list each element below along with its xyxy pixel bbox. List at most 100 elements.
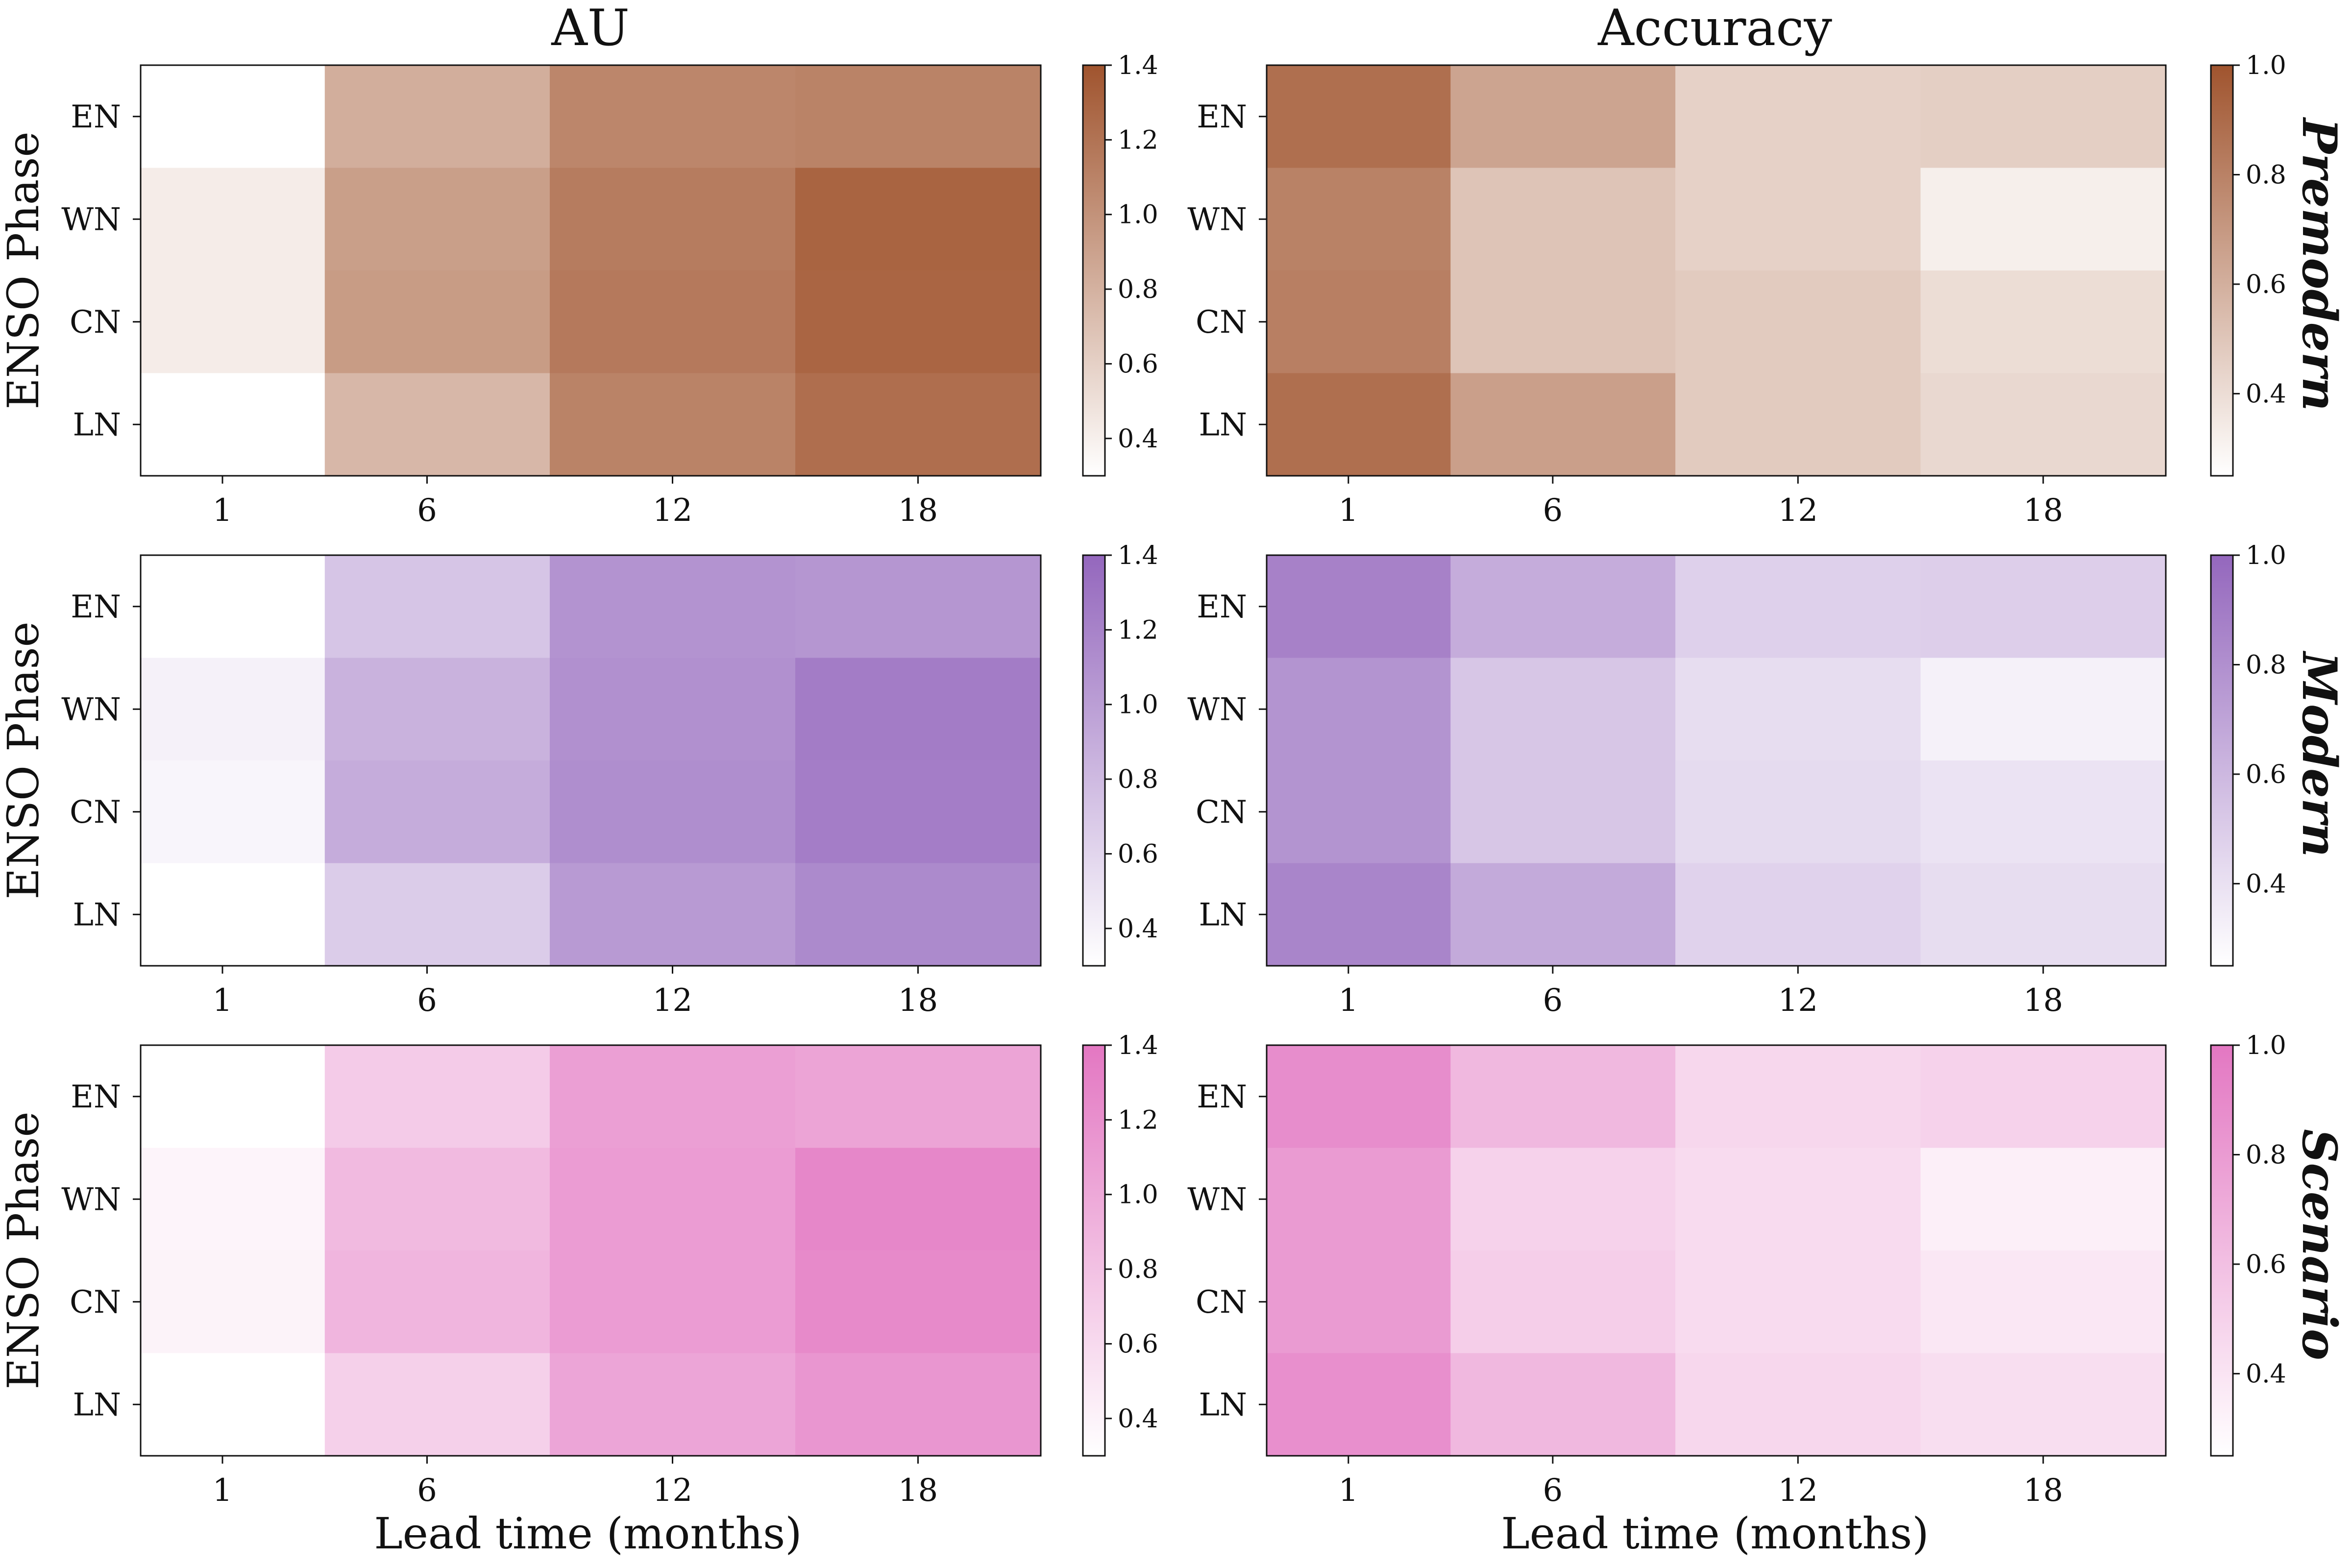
panel-premodern-au: 1 6 12 18 EN WN CN LN ENSO Phase 0.4 0.6 0.8 1.0 1.2 1… — [0, 51, 1158, 529]
colorbar-tick-label: 0.8 — [1118, 765, 1158, 794]
y-tick-label: WN — [61, 691, 121, 728]
heatmap-cell — [324, 373, 550, 476]
colorbar-tick-label: 1.0 — [2246, 51, 2286, 80]
heatmap-cell — [1920, 1250, 2166, 1354]
x-tick-label: 1 — [213, 492, 233, 529]
heatmap-cell — [1450, 658, 1676, 761]
heatmap-cell — [795, 863, 1041, 966]
heatmap-cell — [1267, 65, 1451, 169]
heatmap-cell — [550, 1148, 796, 1251]
heatmap-cell — [550, 1353, 796, 1456]
colorbar — [1082, 64, 1106, 477]
y-tick-label: EN — [71, 1079, 121, 1115]
colorbar-tick-label: 0.4 — [1118, 914, 1158, 944]
y-tick-label: CN — [70, 304, 121, 341]
y-tick-label: EN — [1197, 589, 1247, 625]
y-tick-label: CN — [1196, 794, 1247, 831]
row-label-modern: Modern — [2292, 651, 2347, 858]
colorbar — [2210, 554, 2234, 967]
heatmap-cell — [1675, 760, 1921, 864]
heatmap-cell — [1920, 168, 2166, 271]
colorbar-tick-label: 0.4 — [1118, 424, 1158, 454]
y-tick-label: WN — [1187, 691, 1247, 728]
heatmap-cell — [1675, 1353, 1921, 1456]
x-tick-label: 1 — [1338, 982, 1358, 1019]
row-label-premodern: Premodern — [2292, 117, 2347, 411]
x-axis-label-au: Lead time (months) — [374, 1508, 802, 1559]
colorbar-tick-label: 0.6 — [2246, 270, 2286, 299]
heatmap-cell — [1267, 270, 1451, 374]
panel-premodern-accuracy: 1 6 12 18 EN WN CN LN 0.4 0.6 0.8 1.0 — [1187, 51, 2286, 529]
heatmap-cell — [1920, 373, 2166, 476]
heatmap-cell — [1267, 1250, 1451, 1354]
heatmap-cell — [1450, 1148, 1676, 1251]
colorbar — [2210, 64, 2234, 477]
heatmap-cell — [1267, 1353, 1451, 1456]
colorbar-tick-label: 0.4 — [2246, 1359, 2286, 1389]
colorbar-tick-label: 0.8 — [1118, 275, 1158, 304]
heatmap-cell — [1267, 373, 1451, 476]
x-tick-label: 18 — [898, 492, 938, 529]
y-tick-label: EN — [1197, 1079, 1247, 1115]
x-tick-label: 12 — [1778, 492, 1818, 529]
heatmap-cell — [1450, 270, 1676, 374]
heatmap-cell — [1267, 168, 1451, 271]
y-tick-label: LN — [1199, 1387, 1248, 1423]
heatmap-cell — [1675, 168, 1921, 271]
heatmap-cell — [1675, 270, 1921, 374]
x-tick-label: 12 — [1778, 1472, 1818, 1509]
heatmap-panels: 1 6 12 18 EN WN CN LN ENSO Phase 0.4 0.6 0.8 1.0 1.2 1… — [0, 51, 2347, 1509]
x-tick-label: 1 — [213, 1472, 233, 1509]
x-tick-label: 18 — [898, 1472, 938, 1509]
colorbar-tick-label: 1.4 — [1118, 1031, 1158, 1060]
x-tick-label: 18 — [2023, 492, 2063, 529]
y-axis-label: ENSO Phase — [0, 621, 49, 899]
y-tick-label: LN — [73, 897, 122, 933]
heatmap-cell — [324, 863, 550, 966]
heatmap-cell — [795, 1353, 1041, 1456]
colorbar-tick-label: 0.6 — [2246, 1250, 2286, 1279]
heatmap-cell — [795, 168, 1041, 271]
heatmap-cell — [141, 1353, 325, 1456]
heatmap-cell — [795, 555, 1041, 659]
colorbar — [2210, 1044, 2234, 1457]
heatmap-cell — [1450, 1250, 1676, 1354]
heatmap-cell — [1920, 760, 2166, 864]
panel-modern-au: 1 6 12 18 EN WN CN LN ENSO Phase 0.4 0.6 0.8 1.0 1.2 1… — [0, 541, 1158, 1019]
panel-frame — [140, 1044, 1042, 1457]
colorbar — [1082, 554, 1106, 967]
colorbar-tick-label: 1.2 — [1118, 1105, 1158, 1135]
heatmap-cell — [1675, 555, 1921, 659]
y-tick-label: WN — [61, 1181, 121, 1218]
heatmap-cell — [141, 168, 325, 271]
heatmap-cell — [324, 1045, 550, 1149]
heatmap-cell — [795, 65, 1041, 169]
panel-frame — [140, 64, 1042, 477]
heatmap-cell — [550, 863, 796, 966]
heatmap-cell — [1450, 373, 1676, 476]
heatmap-cell — [1450, 1045, 1676, 1149]
heatmap-cell — [324, 658, 550, 761]
y-tick-label: EN — [71, 589, 121, 625]
heatmap-cell — [1267, 555, 1451, 659]
x-tick-label: 12 — [653, 492, 692, 529]
heatmap-cell — [141, 760, 325, 864]
heatmap-cell — [550, 658, 796, 761]
panel-frame — [1266, 64, 2167, 477]
colorbar-tick-label: 1.0 — [2246, 541, 2286, 570]
colorbar-tick-label: 1.0 — [1118, 690, 1158, 720]
panel-frame — [1266, 554, 2167, 967]
heatmap-cell — [1920, 1045, 2166, 1149]
heatmap-cell — [1450, 760, 1676, 864]
heatmap-cell — [550, 555, 796, 659]
colorbar-tick-label: 0.6 — [1118, 1329, 1158, 1359]
heatmap-cell — [1675, 65, 1921, 169]
heatmap-cell — [1450, 1353, 1676, 1456]
heatmap-cell — [550, 1045, 796, 1149]
row-label-scenario: Scenario — [2292, 1129, 2347, 1360]
y-tick-label: CN — [70, 1284, 121, 1321]
colorbar-tick-label: 1.2 — [1118, 615, 1158, 645]
heatmap-cell — [550, 168, 796, 271]
heatmap-cell — [795, 760, 1041, 864]
panel-scenario-accuracy: 1 6 12 18 EN WN CN LN 0.4 0.6 0.8 1.0 — [1187, 1031, 2286, 1509]
